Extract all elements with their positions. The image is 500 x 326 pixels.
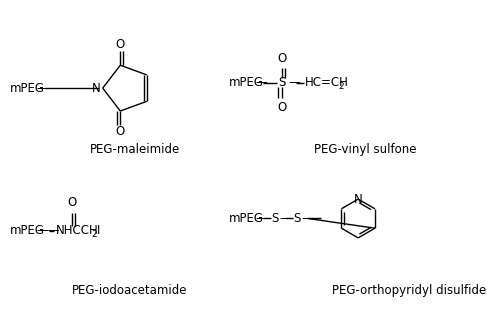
- Text: O: O: [67, 196, 76, 209]
- Text: HC=CH: HC=CH: [306, 76, 349, 89]
- Text: N: N: [354, 193, 362, 206]
- Text: —: —: [36, 82, 48, 95]
- Text: PEG-maleimide: PEG-maleimide: [90, 143, 180, 156]
- Text: S: S: [271, 212, 278, 225]
- Text: mPEG: mPEG: [10, 224, 45, 237]
- Text: I: I: [96, 224, 100, 237]
- Text: —: —: [302, 212, 314, 225]
- Text: —: —: [255, 212, 267, 225]
- Text: —: —: [255, 76, 267, 89]
- Text: S: S: [293, 212, 300, 225]
- Text: O: O: [116, 125, 125, 138]
- Text: 2: 2: [339, 82, 344, 91]
- Text: 2: 2: [91, 230, 97, 239]
- Text: —: —: [280, 212, 291, 225]
- Text: PEG-iodoacetamide: PEG-iodoacetamide: [72, 284, 188, 297]
- Text: mPEG: mPEG: [228, 212, 264, 225]
- Text: PEG-orthopyridyl disulfide: PEG-orthopyridyl disulfide: [332, 284, 486, 297]
- Text: O: O: [116, 38, 125, 52]
- Text: NHCCH: NHCCH: [56, 224, 99, 237]
- Text: N: N: [92, 82, 101, 95]
- Text: mPEG: mPEG: [10, 82, 45, 95]
- Text: O: O: [277, 101, 286, 114]
- Text: PEG-vinyl sulfone: PEG-vinyl sulfone: [314, 143, 416, 156]
- Text: mPEG: mPEG: [228, 76, 264, 89]
- Text: —: —: [288, 76, 300, 89]
- Text: ——: ——: [36, 224, 60, 237]
- Text: O: O: [277, 52, 286, 65]
- Text: S: S: [278, 76, 285, 89]
